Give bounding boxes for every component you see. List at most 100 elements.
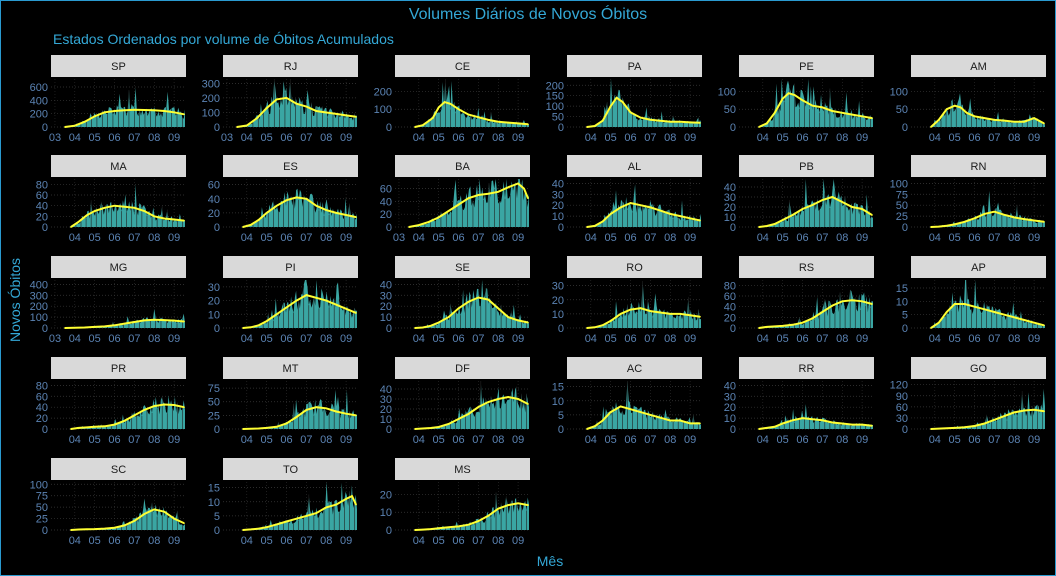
y-tick-label: 200 — [30, 109, 48, 121]
facet-es: ES 0 20 40 60 04 05 06 07 08 09 — [208, 155, 358, 244]
data-point — [255, 117, 258, 120]
y-tick-label: 200 — [202, 93, 220, 105]
y-tick-label: 20 — [36, 211, 48, 223]
y-tick-label: 300 — [202, 78, 220, 90]
data-point — [285, 520, 288, 523]
data-point — [103, 207, 106, 209]
x-tick-label: 05 — [261, 434, 273, 446]
data-point — [983, 422, 986, 425]
data-point — [765, 225, 768, 227]
data-point — [133, 520, 136, 522]
data-point — [821, 199, 824, 201]
y-tick-label: 25 — [208, 410, 220, 422]
data-point — [621, 101, 624, 103]
data-point — [421, 326, 424, 329]
data-point — [249, 427, 252, 430]
data-point — [183, 113, 185, 116]
x-tick-label: 05 — [89, 333, 101, 345]
x-tick-label: 04 — [929, 132, 941, 144]
data-point — [973, 217, 976, 220]
data-point — [437, 321, 440, 324]
data-point — [305, 105, 308, 108]
data-point — [123, 109, 126, 112]
y-tick-label: 5 — [558, 410, 564, 422]
area-series — [70, 184, 186, 227]
y-tick-label: 50 — [896, 200, 908, 212]
data-point — [457, 203, 460, 206]
data-point — [77, 528, 80, 531]
data-point — [487, 514, 490, 517]
x-tick-label: 08 — [492, 232, 504, 244]
data-point — [103, 111, 106, 114]
chart-title: Volumes Diários de Novos Óbitos — [408, 6, 648, 23]
strip-ce — [395, 55, 530, 77]
data-point — [973, 305, 976, 308]
data-point — [689, 422, 691, 425]
data-point — [123, 322, 126, 325]
data-point — [355, 312, 357, 314]
x-tick-label: 07 — [300, 434, 312, 446]
data-point — [801, 208, 804, 210]
strip-label: SC — [111, 464, 126, 476]
x-tick-label: 09 — [856, 434, 868, 446]
x-tick-label: 05 — [261, 333, 273, 345]
data-point — [257, 219, 260, 221]
data-point — [639, 307, 642, 310]
data-point — [143, 319, 146, 322]
data-point — [335, 410, 337, 413]
data-point — [285, 199, 288, 201]
x-tick-label: 05 — [433, 434, 445, 446]
y-tick-label: 10 — [724, 212, 736, 224]
y-tick-label: 0 — [558, 424, 564, 436]
facet-ce: CE 0 100 200 04 05 06 07 08 09 — [374, 55, 530, 144]
data-point — [930, 428, 932, 430]
y-tick-label: 100 — [30, 479, 48, 491]
y-tick-label: 20 — [724, 202, 736, 214]
y-tick-label: 20 — [380, 301, 392, 313]
data-point — [831, 421, 834, 424]
data-point — [619, 405, 622, 408]
data-point — [265, 526, 268, 528]
x-tick-label: 04 — [929, 434, 941, 446]
data-point — [487, 401, 490, 403]
data-point — [679, 120, 681, 123]
data-point — [421, 528, 424, 531]
x-tick-label: 09 — [1028, 132, 1040, 144]
data-point — [1023, 409, 1025, 412]
x-tick-label: 06 — [108, 535, 120, 547]
data-point — [973, 425, 976, 427]
x-tick-label: 09 — [340, 132, 352, 144]
data-point — [143, 513, 146, 515]
x-tick-label: 07 — [472, 132, 484, 144]
x-tick-label: 09 — [340, 535, 352, 547]
strip-label: PA — [628, 61, 643, 73]
data-point — [257, 324, 260, 327]
x-tick-label: 07 — [300, 232, 312, 244]
data-point — [945, 108, 948, 111]
x-tick-label: 06 — [796, 132, 808, 144]
data-point — [414, 126, 416, 128]
data-point — [285, 97, 288, 99]
y-tick-label: 100 — [30, 312, 48, 324]
x-tick-label: 05 — [261, 132, 273, 144]
data-point — [467, 301, 470, 303]
data-point — [619, 313, 622, 315]
data-point — [305, 515, 308, 517]
y-tick-label: 30 — [552, 281, 564, 293]
data-point — [246, 124, 248, 127]
area-series — [408, 179, 530, 227]
data-point — [1043, 324, 1045, 327]
data-point — [173, 404, 175, 406]
y-tick-label: 20 — [552, 295, 564, 307]
data-point — [355, 503, 357, 506]
data-point — [457, 108, 460, 111]
data-point — [659, 209, 662, 212]
data-point — [85, 214, 88, 217]
data-point — [993, 311, 996, 313]
data-point — [601, 119, 604, 122]
x-tick-label: 09 — [340, 333, 352, 345]
